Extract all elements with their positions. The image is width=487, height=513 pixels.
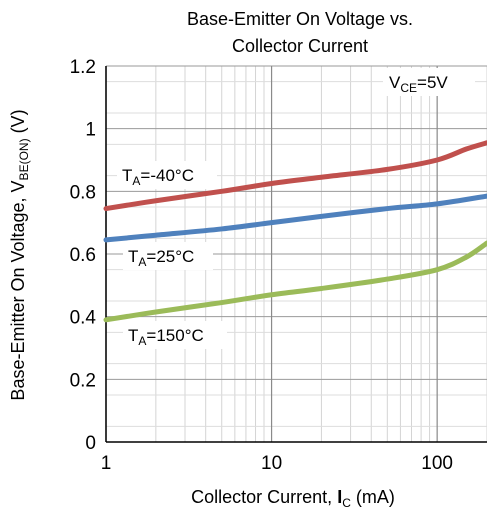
series-lines [103,140,487,323]
x-axis-label: Collector Current, IC (mA) [191,487,395,510]
series-label-bg-0 [117,161,217,189]
x-tick-labels: 1 10 100 [101,453,453,474]
axis-labels: Collector Current, IC (mA) Base-Emitter O… [8,109,395,510]
condition-label: VCE=5V [389,73,448,95]
x-tick-label: 1 [101,453,112,474]
chart-title-line-1: Base-Emitter On Voltage vs. [186,9,414,29]
series-label-bg-1 [123,242,213,270]
y-tick-label: 0 [85,433,96,454]
series-label-1: TA=25°C [128,247,194,269]
y-tick-label: 0.4 [70,308,97,329]
y-axis-label: Base-Emitter On Voltage, VBE(ON) (V) [8,109,31,400]
y-tick-labels: 0 0.2 0.4 0.6 0.8 1 1.2 [70,57,97,454]
y-tick-label: 1 [85,120,96,141]
major-gridlines [105,65,487,443]
series-label-bg-2 [123,321,227,349]
x-tick-label: 10 [261,453,282,474]
series-label-2: TA=150°C [128,326,204,348]
series-line-0 [103,140,487,212]
condition-label-bg [383,68,475,96]
series-label-0: TA=-40°C [122,166,194,188]
series-line-1 [103,193,487,243]
series-line-2 [103,240,487,323]
y-tick-label: 0.8 [70,182,96,203]
y-tick-label: 0.2 [70,370,96,391]
y-tick-label: 0.6 [70,245,96,266]
y-tick-label: 1.2 [70,57,96,78]
annotations: VCE=5V TA=-40°C TA=25°C TA=150°C [117,68,475,349]
x-tick-label: 100 [421,453,453,474]
chart-title-line-2: Collector Current [231,36,369,56]
